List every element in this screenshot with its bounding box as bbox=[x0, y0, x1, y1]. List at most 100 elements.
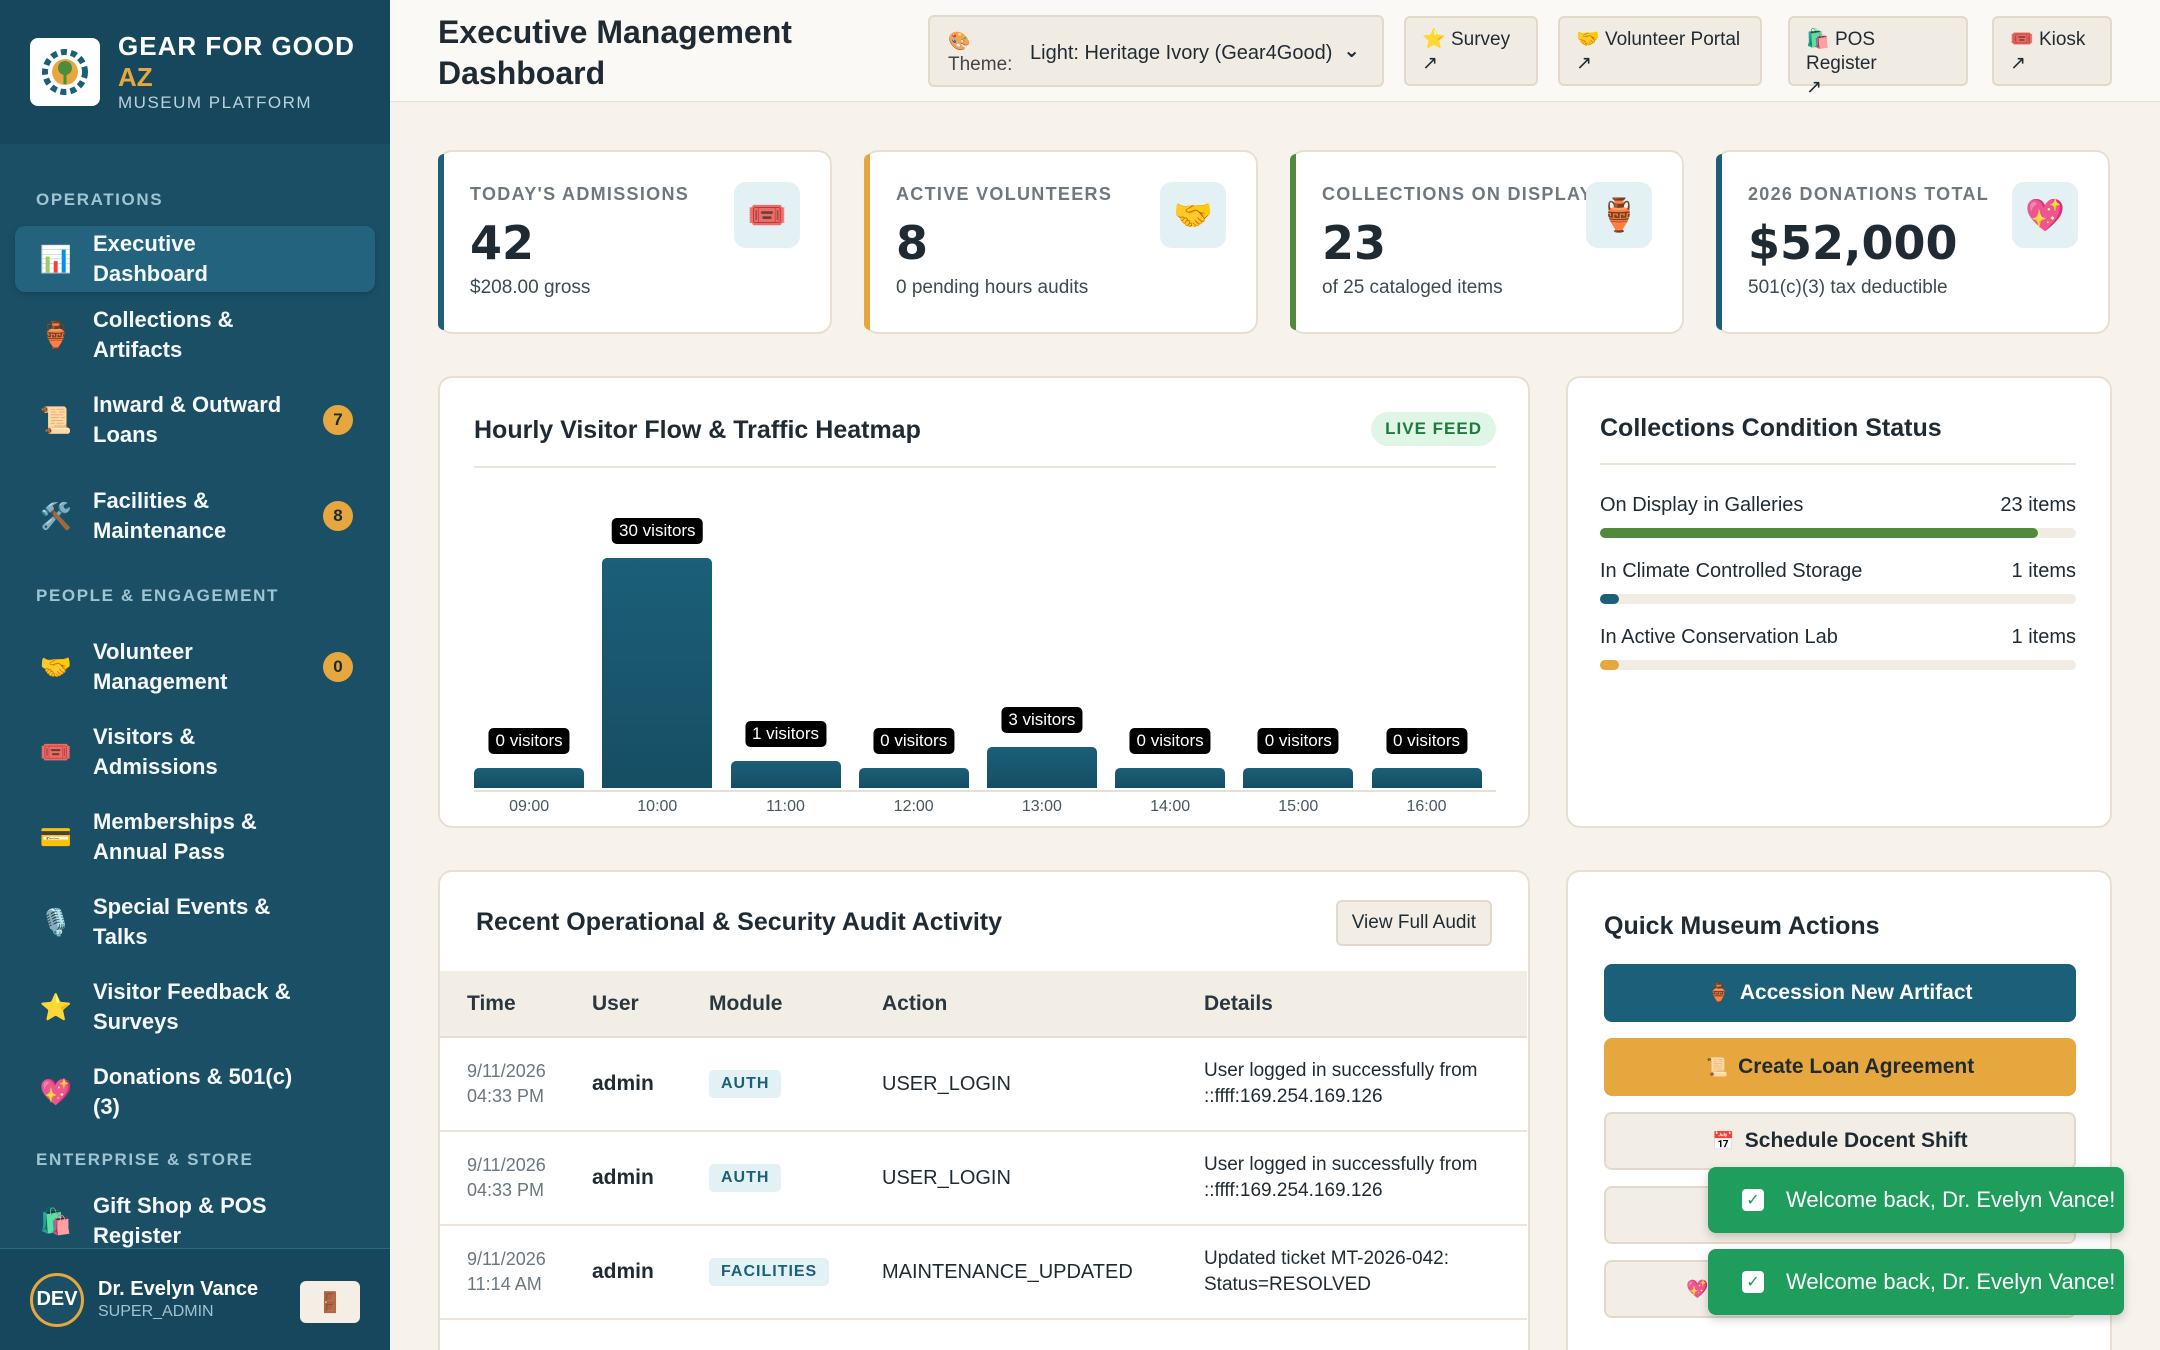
button-label: Create Loan Agreement bbox=[1738, 1055, 1975, 1078]
audit-action: MAINTENANCE_UPDATED bbox=[882, 1225, 1204, 1320]
brand-region: AZ bbox=[118, 62, 153, 92]
chart-bar[interactable] bbox=[474, 768, 585, 788]
chart-bar[interactable] bbox=[858, 768, 969, 788]
view-full-audit-button[interactable]: View Full Audit bbox=[1335, 900, 1492, 946]
logout-button[interactable]: 🚪 bbox=[300, 1281, 360, 1323]
collections-condition-panel: Collections Condition Status On Display … bbox=[1566, 376, 2112, 828]
chevron-down-icon: ⌄ bbox=[1343, 40, 1360, 62]
audit-user: admin bbox=[592, 1037, 709, 1132]
chart-bar[interactable] bbox=[730, 761, 841, 788]
chart-x-tick-label: 11:00 bbox=[766, 798, 805, 815]
sidebar-item-executive-dashboard[interactable]: 📊 Executive Dashboard bbox=[15, 226, 375, 292]
live-feed-badge: LIVE FEED bbox=[1371, 412, 1496, 446]
sidebar-item-collections[interactable]: 🏺 Collections & Artifacts bbox=[15, 302, 375, 368]
column-header-module[interactable]: Module bbox=[709, 971, 882, 1038]
condition-name: On Display in Galleries bbox=[1600, 494, 1804, 516]
check-icon: ✓ bbox=[1742, 1271, 1764, 1293]
stat-sub: 0 pending hours audits bbox=[896, 277, 1089, 298]
collections-condition-title: Collections Condition Status bbox=[1600, 414, 1942, 442]
chart-bar[interactable] bbox=[1371, 768, 1482, 788]
sidebar-item-donations[interactable]: 💖 Donations & 501(c)(3) bbox=[15, 1059, 375, 1125]
chart-data-label: 0 visitors bbox=[488, 728, 570, 754]
external-link-icon: ↗ bbox=[2010, 53, 2026, 74]
volunteer-portal-link-button[interactable]: 🤝 Volunteer Portal ↗ bbox=[1558, 16, 1762, 86]
sidebar-item-label: Executive Dashboard bbox=[93, 231, 208, 286]
sidebar-item-gift-shop[interactable]: 🛍️ Gift Shop & POS Register bbox=[15, 1188, 375, 1254]
x-axis-line bbox=[474, 790, 1496, 792]
loans-count-badge: 7 bbox=[323, 405, 353, 435]
table-row[interactable]: 9/11/2026 11:14 AM admin FACILITIES MAINT… bbox=[440, 1225, 1527, 1320]
sidebar-item-loans[interactable]: 📜 Inward & Outward Loans 7 bbox=[15, 382, 375, 458]
schedule-docent-button[interactable]: 📅 Schedule Docent Shift bbox=[1604, 1112, 2076, 1170]
toast-notification[interactable]: ✓ Welcome back, Dr. Evelyn Vance! bbox=[1708, 1167, 2124, 1233]
nav-section-operations: OPERATIONS bbox=[36, 190, 164, 209]
brand-header: GEAR FOR GOOD AZ MUSEUM PLATFORM bbox=[0, 0, 390, 144]
sidebar-item-visitors[interactable]: 🎟️ Visitors & Admissions bbox=[15, 719, 375, 785]
check-icon: ✓ bbox=[1742, 1189, 1764, 1211]
toast-notification[interactable]: ✓ Welcome back, Dr. Evelyn Vance! bbox=[1708, 1249, 2124, 1315]
stat-sub: of 25 cataloged items bbox=[1322, 277, 1503, 298]
button-label: Accession New Artifact bbox=[1739, 981, 1973, 1004]
chart-data-label: 3 visitors bbox=[1001, 707, 1083, 733]
accession-artifact-button[interactable]: 🏺 Accession New Artifact bbox=[1604, 964, 2076, 1022]
door-icon: 🚪 bbox=[317, 1291, 343, 1314]
table-row[interactable]: 9/11/2026 04:33 PM admin AUTH USER_LOGIN … bbox=[440, 1131, 1527, 1226]
chart-bar[interactable] bbox=[1115, 768, 1226, 788]
stat-label: ACTIVE VOLUNTEERS bbox=[896, 184, 1113, 204]
chart-x-tick-label: 09:00 bbox=[509, 798, 550, 815]
sidebar-item-facilities[interactable]: 🛠️ Facilities & Maintenance 8 bbox=[15, 478, 375, 554]
kiosk-link-button[interactable]: 🎟️ Kiosk ↗ bbox=[1992, 16, 2112, 86]
chart-x-tick-label: 16:00 bbox=[1406, 798, 1447, 815]
avatar[interactable]: DEV bbox=[30, 1272, 84, 1327]
pos-register-link-button[interactable]: 🛍️ POS Register ↗ bbox=[1788, 16, 1968, 98]
ticket-icon: 🎟️ bbox=[734, 182, 800, 248]
column-header-details[interactable]: Details bbox=[1204, 971, 1527, 1038]
chart-bar[interactable] bbox=[1243, 768, 1354, 788]
panel-divider bbox=[1600, 463, 2076, 465]
sidebar-item-label: Donations & 501(c)(3) bbox=[93, 1064, 293, 1119]
chart-x-tick-label: 10:00 bbox=[637, 798, 678, 815]
chart-bar[interactable] bbox=[986, 747, 1097, 788]
audit-details: User logged in successfully from ::ffff:… bbox=[1204, 1131, 1527, 1226]
stat-value: 8 bbox=[896, 216, 929, 270]
sidebar-item-feedback[interactable]: ⭐ Visitor Feedback & Surveys bbox=[15, 969, 375, 1045]
sidebar-item-label: Memberships & Annual Pass bbox=[93, 809, 257, 864]
handshake-icon: 🤝 bbox=[1160, 182, 1226, 248]
audit-action: USER_LOGIN bbox=[882, 1037, 1204, 1132]
condition-count: 1 items bbox=[2011, 626, 2076, 648]
stat-card-admissions: TODAY'S ADMISSIONS 42 $208.00 gross 🎟️ bbox=[438, 150, 832, 334]
theme-select[interactable]: 🎨 Theme: Light: Heritage Ivory (Gear4Goo… bbox=[928, 15, 1384, 87]
condition-row-display: On Display in Galleries 23 items bbox=[1600, 494, 2076, 538]
sidebar-item-events[interactable]: 🎙️ Special Events & Talks bbox=[15, 889, 375, 955]
chart-bar[interactable] bbox=[602, 558, 713, 788]
sidebar-item-label: Special Events & Talks bbox=[93, 894, 271, 949]
column-header-time[interactable]: Time bbox=[440, 971, 592, 1038]
star-icon: ⭐ bbox=[1422, 29, 1446, 50]
column-header-action[interactable]: Action bbox=[882, 971, 1204, 1038]
sidebar-item-label: Facilities & Maintenance bbox=[93, 488, 227, 543]
sidebar-item-volunteers[interactable]: 🤝 Volunteer Management 0 bbox=[15, 629, 375, 705]
stat-value: $52,000 bbox=[1748, 216, 1958, 270]
condition-row-conservation: In Active Conservation Lab 1 items bbox=[1600, 626, 2076, 670]
audit-date: 9/11/2026 bbox=[467, 1061, 546, 1081]
audit-date: 9/11/2026 bbox=[467, 1249, 546, 1269]
survey-label: Survey bbox=[1450, 29, 1511, 50]
column-header-user[interactable]: User bbox=[592, 971, 709, 1038]
audit-activity-title: Recent Operational & Security Audit Acti… bbox=[476, 908, 1003, 936]
sidebar-item-label: Volunteer Management bbox=[93, 639, 228, 694]
survey-link-button[interactable]: ⭐ Survey ↗ bbox=[1404, 16, 1538, 86]
tools-icon: 🛠️ bbox=[39, 500, 73, 531]
toast-message: Welcome back, Dr. Evelyn Vance! bbox=[1786, 1187, 2116, 1212]
sidebar-item-label: Collections & Artifacts bbox=[93, 307, 234, 362]
nav-section-enterprise: ENTERPRISE & STORE bbox=[36, 1150, 254, 1169]
table-row[interactable]: 9/11/2026 04:33 PM admin AUTH USER_LOGIN … bbox=[440, 1037, 1527, 1132]
amphora-icon: 🏺 bbox=[1586, 182, 1652, 248]
audit-table: Time User Module Action Details 9/11/202… bbox=[440, 971, 1527, 1320]
audit-details: User logged in successfully from ::ffff:… bbox=[1204, 1037, 1527, 1132]
create-loan-button[interactable]: 📜 Create Loan Agreement bbox=[1604, 1038, 2076, 1096]
audit-activity-panel: Recent Operational & Security Audit Acti… bbox=[438, 870, 1530, 1350]
sidebar-item-memberships[interactable]: 💳 Memberships & Annual Pass bbox=[15, 799, 375, 875]
stat-label: COLLECTIONS ON DISPLAY bbox=[1322, 184, 1593, 204]
ticket-icon: 🎟️ bbox=[39, 736, 73, 767]
module-chip: AUTH bbox=[709, 1070, 782, 1098]
